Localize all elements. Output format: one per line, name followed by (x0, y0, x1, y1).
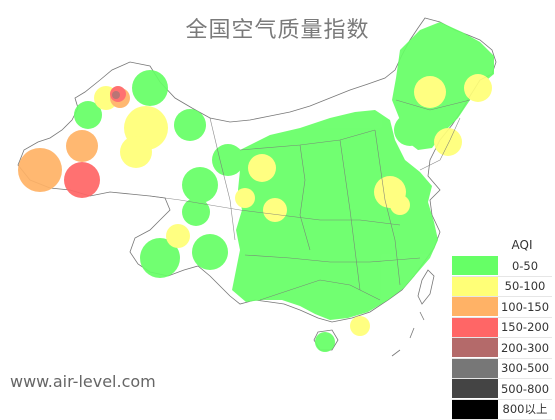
legend-swatch (452, 318, 498, 337)
legend-item: 200-300 (452, 338, 552, 359)
legend-item: 500-800 (452, 379, 552, 400)
legend-label: 500-800 (498, 382, 552, 396)
legend-label: 0-50 (498, 259, 552, 273)
aqi-blob-green (315, 332, 335, 352)
aqi-blob-green (182, 167, 218, 203)
legend-label: 150-200 (498, 320, 552, 334)
aqi-blob-red (64, 162, 100, 198)
legend-label: 300-500 (498, 361, 552, 375)
aqi-blob-green (212, 144, 244, 176)
aqi-blob-yellow (120, 136, 152, 168)
aqi-overlay (18, 22, 494, 352)
aqi-blob-green (192, 234, 228, 270)
legend-swatch (452, 400, 498, 419)
south-sea-dashes (392, 312, 424, 356)
aqi-blob-yellow (263, 198, 287, 222)
legend-item: 50-100 (452, 277, 552, 298)
aqi-blob-orange (66, 130, 98, 162)
aqi-blob-orange (18, 148, 62, 192)
aqi-blob-yellow (464, 74, 492, 102)
legend-title: AQI (452, 238, 552, 256)
aqi-blob-yellow (235, 188, 255, 208)
aqi-blob-green (174, 109, 206, 141)
legend-item: 300-500 (452, 359, 552, 380)
aqi-blob-green (132, 70, 168, 106)
aqi-blob-yellow (350, 316, 370, 336)
aqi-blob-yellow (166, 224, 190, 248)
legend-item: 150-200 (452, 318, 552, 339)
aqi-blob-green (394, 114, 426, 146)
aqi-blob-yellow (434, 128, 462, 156)
taiwan-outline (418, 270, 434, 304)
site-watermark: www.air-level.com (10, 372, 156, 391)
aqi-legend: AQI 0-50 50-100 100-150 150-200 200-300 300-5… (452, 238, 552, 420)
aqi-blob-yellow (248, 154, 276, 182)
aqi-blob-yellow (390, 195, 410, 215)
legend-swatch (452, 277, 498, 296)
legend-item: 800以上 (452, 400, 552, 420)
legend-rows: 0-50 50-100 100-150 150-200 200-300 300-500 50… (452, 256, 552, 420)
aqi-blob-darkred (112, 91, 120, 99)
legend-label: 200-300 (498, 341, 552, 355)
legend-label: 50-100 (498, 279, 552, 293)
aqi-blob-green (424, 28, 456, 60)
legend-swatch (452, 338, 498, 357)
legend-swatch (452, 379, 498, 398)
legend-item: 100-150 (452, 297, 552, 318)
legend-swatch (452, 256, 498, 275)
legend-item: 0-50 (452, 256, 552, 277)
legend-label: 100-150 (498, 300, 552, 314)
legend-swatch (452, 297, 498, 316)
aqi-blob-green (182, 198, 210, 226)
aqi-blob-yellow (414, 76, 446, 108)
legend-label: 800以上 (498, 401, 552, 417)
legend-swatch (452, 359, 498, 378)
